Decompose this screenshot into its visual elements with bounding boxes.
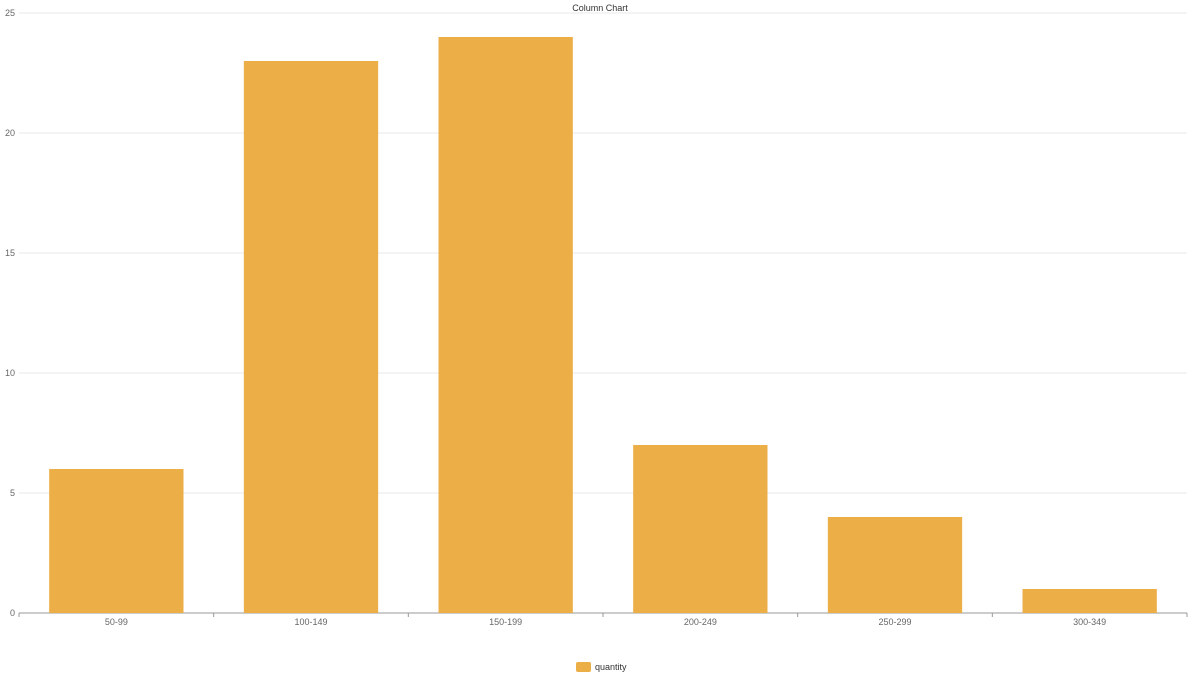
y-tick-label: 10 xyxy=(5,368,15,378)
bars xyxy=(49,37,1157,613)
gridlines xyxy=(19,12,1187,494)
legend[interactable]: quantity xyxy=(576,662,627,672)
x-tick-label: 300-349 xyxy=(1073,617,1106,627)
y-tick-label: 15 xyxy=(5,248,15,258)
x-tick-label: 50-99 xyxy=(105,617,128,627)
tick-labels: 0 5 10 15 20 25 50-99 100-149 150-199 200-249 250-… xyxy=(5,8,1106,627)
bar-100-149[interactable] xyxy=(243,61,379,613)
x-tick-label: 200-249 xyxy=(684,617,717,627)
y-tick-label: 0 xyxy=(10,608,15,618)
y-tick-label: 25 xyxy=(5,8,15,18)
x-axis xyxy=(18,612,1188,617)
y-tick-label: 20 xyxy=(5,128,15,138)
x-tick-label: 150-199 xyxy=(489,617,522,627)
x-tick-label: 100-149 xyxy=(294,617,327,627)
y-tick-label: 5 xyxy=(10,488,15,498)
legend-swatch[interactable] xyxy=(576,662,591,672)
bar-150-199[interactable] xyxy=(438,37,573,613)
bar-50-99[interactable] xyxy=(49,469,184,613)
bar-300-349[interactable] xyxy=(1022,589,1157,613)
bar-200-249[interactable] xyxy=(633,445,768,613)
x-tick-label: 250-299 xyxy=(878,617,911,627)
legend-label[interactable]: quantity xyxy=(595,662,627,672)
bar-250-299[interactable] xyxy=(827,517,963,613)
chart-title: Column Chart xyxy=(572,3,628,13)
